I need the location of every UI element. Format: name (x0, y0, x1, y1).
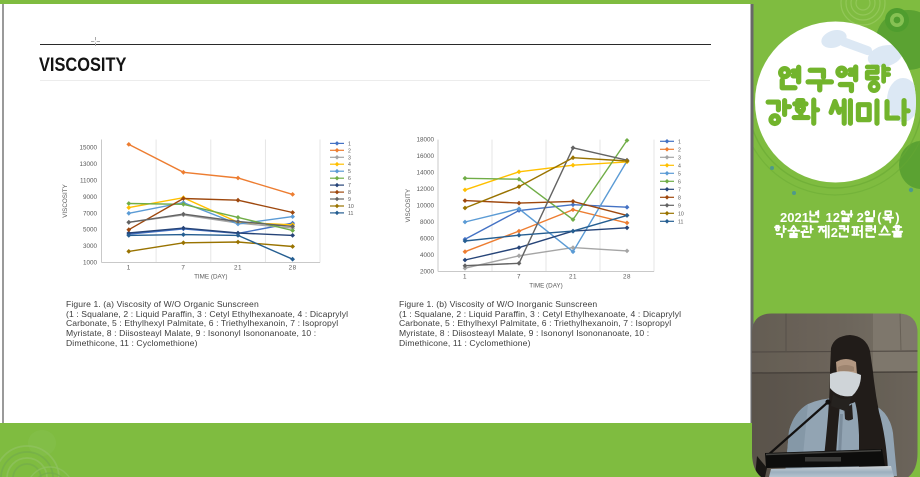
svg-text:5000: 5000 (83, 227, 98, 234)
svg-text:9000: 9000 (83, 194, 98, 201)
svg-text:12: 12 (826, 210, 840, 225)
svg-text:2: 2 (678, 147, 681, 153)
svg-text:8000: 8000 (420, 219, 435, 226)
svg-text:3000: 3000 (83, 243, 98, 250)
svg-text:15000: 15000 (79, 145, 97, 152)
svg-text:VISCOSITY: VISCOSITY (405, 188, 412, 222)
svg-text:8: 8 (348, 190, 351, 196)
svg-text:1: 1 (463, 274, 467, 281)
svg-text:28: 28 (289, 265, 297, 272)
svg-text:9: 9 (678, 203, 681, 209)
svg-text:4: 4 (678, 163, 681, 169)
svg-text:7: 7 (348, 183, 351, 189)
svg-text:4: 4 (348, 162, 351, 168)
svg-text:3: 3 (348, 155, 351, 161)
svg-text:TIME (DAY): TIME (DAY) (529, 283, 562, 290)
svg-text:7: 7 (517, 274, 521, 281)
svg-text:28: 28 (623, 274, 631, 281)
svg-text:9: 9 (348, 197, 351, 203)
svg-text:13000: 13000 (79, 161, 97, 168)
svg-text:2000: 2000 (420, 269, 435, 276)
svg-text:6: 6 (348, 176, 351, 182)
svg-text:TIME (DAY): TIME (DAY) (194, 274, 227, 281)
svg-text:2: 2 (857, 210, 864, 225)
svg-text:11000: 11000 (80, 178, 98, 185)
svg-text:(: ( (877, 210, 882, 225)
svg-text:21: 21 (569, 274, 577, 281)
svg-text:11: 11 (678, 219, 683, 225)
svg-text:6000: 6000 (420, 236, 435, 243)
svg-text:10: 10 (348, 204, 354, 210)
svg-text:11: 11 (348, 211, 353, 217)
svg-text:8: 8 (678, 195, 681, 201)
svg-text:7: 7 (678, 187, 681, 193)
svg-text:3: 3 (678, 155, 681, 161)
svg-text:2: 2 (348, 148, 351, 154)
svg-text:2: 2 (831, 225, 838, 240)
svg-text:1: 1 (348, 141, 351, 147)
svg-text:2021: 2021 (780, 210, 809, 225)
svg-text:12000: 12000 (416, 186, 434, 193)
svg-text:5: 5 (678, 171, 681, 177)
svg-text:10: 10 (678, 211, 684, 217)
svg-text:18000: 18000 (416, 137, 434, 144)
svg-text:1: 1 (127, 265, 131, 272)
svg-text:7: 7 (181, 265, 185, 272)
svg-text:21: 21 (234, 265, 242, 272)
svg-text:): ) (895, 210, 899, 225)
svg-text:4000: 4000 (420, 252, 435, 259)
svg-text:5: 5 (348, 169, 351, 175)
svg-text:14000: 14000 (416, 170, 434, 177)
svg-text:1: 1 (678, 139, 681, 145)
svg-text:6: 6 (678, 179, 681, 185)
svg-text:VISCOSITY: VISCOSITY (62, 183, 69, 217)
svg-text:7000: 7000 (83, 210, 98, 217)
svg-text:1000: 1000 (83, 260, 98, 267)
svg-text:10000: 10000 (416, 203, 434, 210)
svg-text:16000: 16000 (416, 153, 434, 160)
